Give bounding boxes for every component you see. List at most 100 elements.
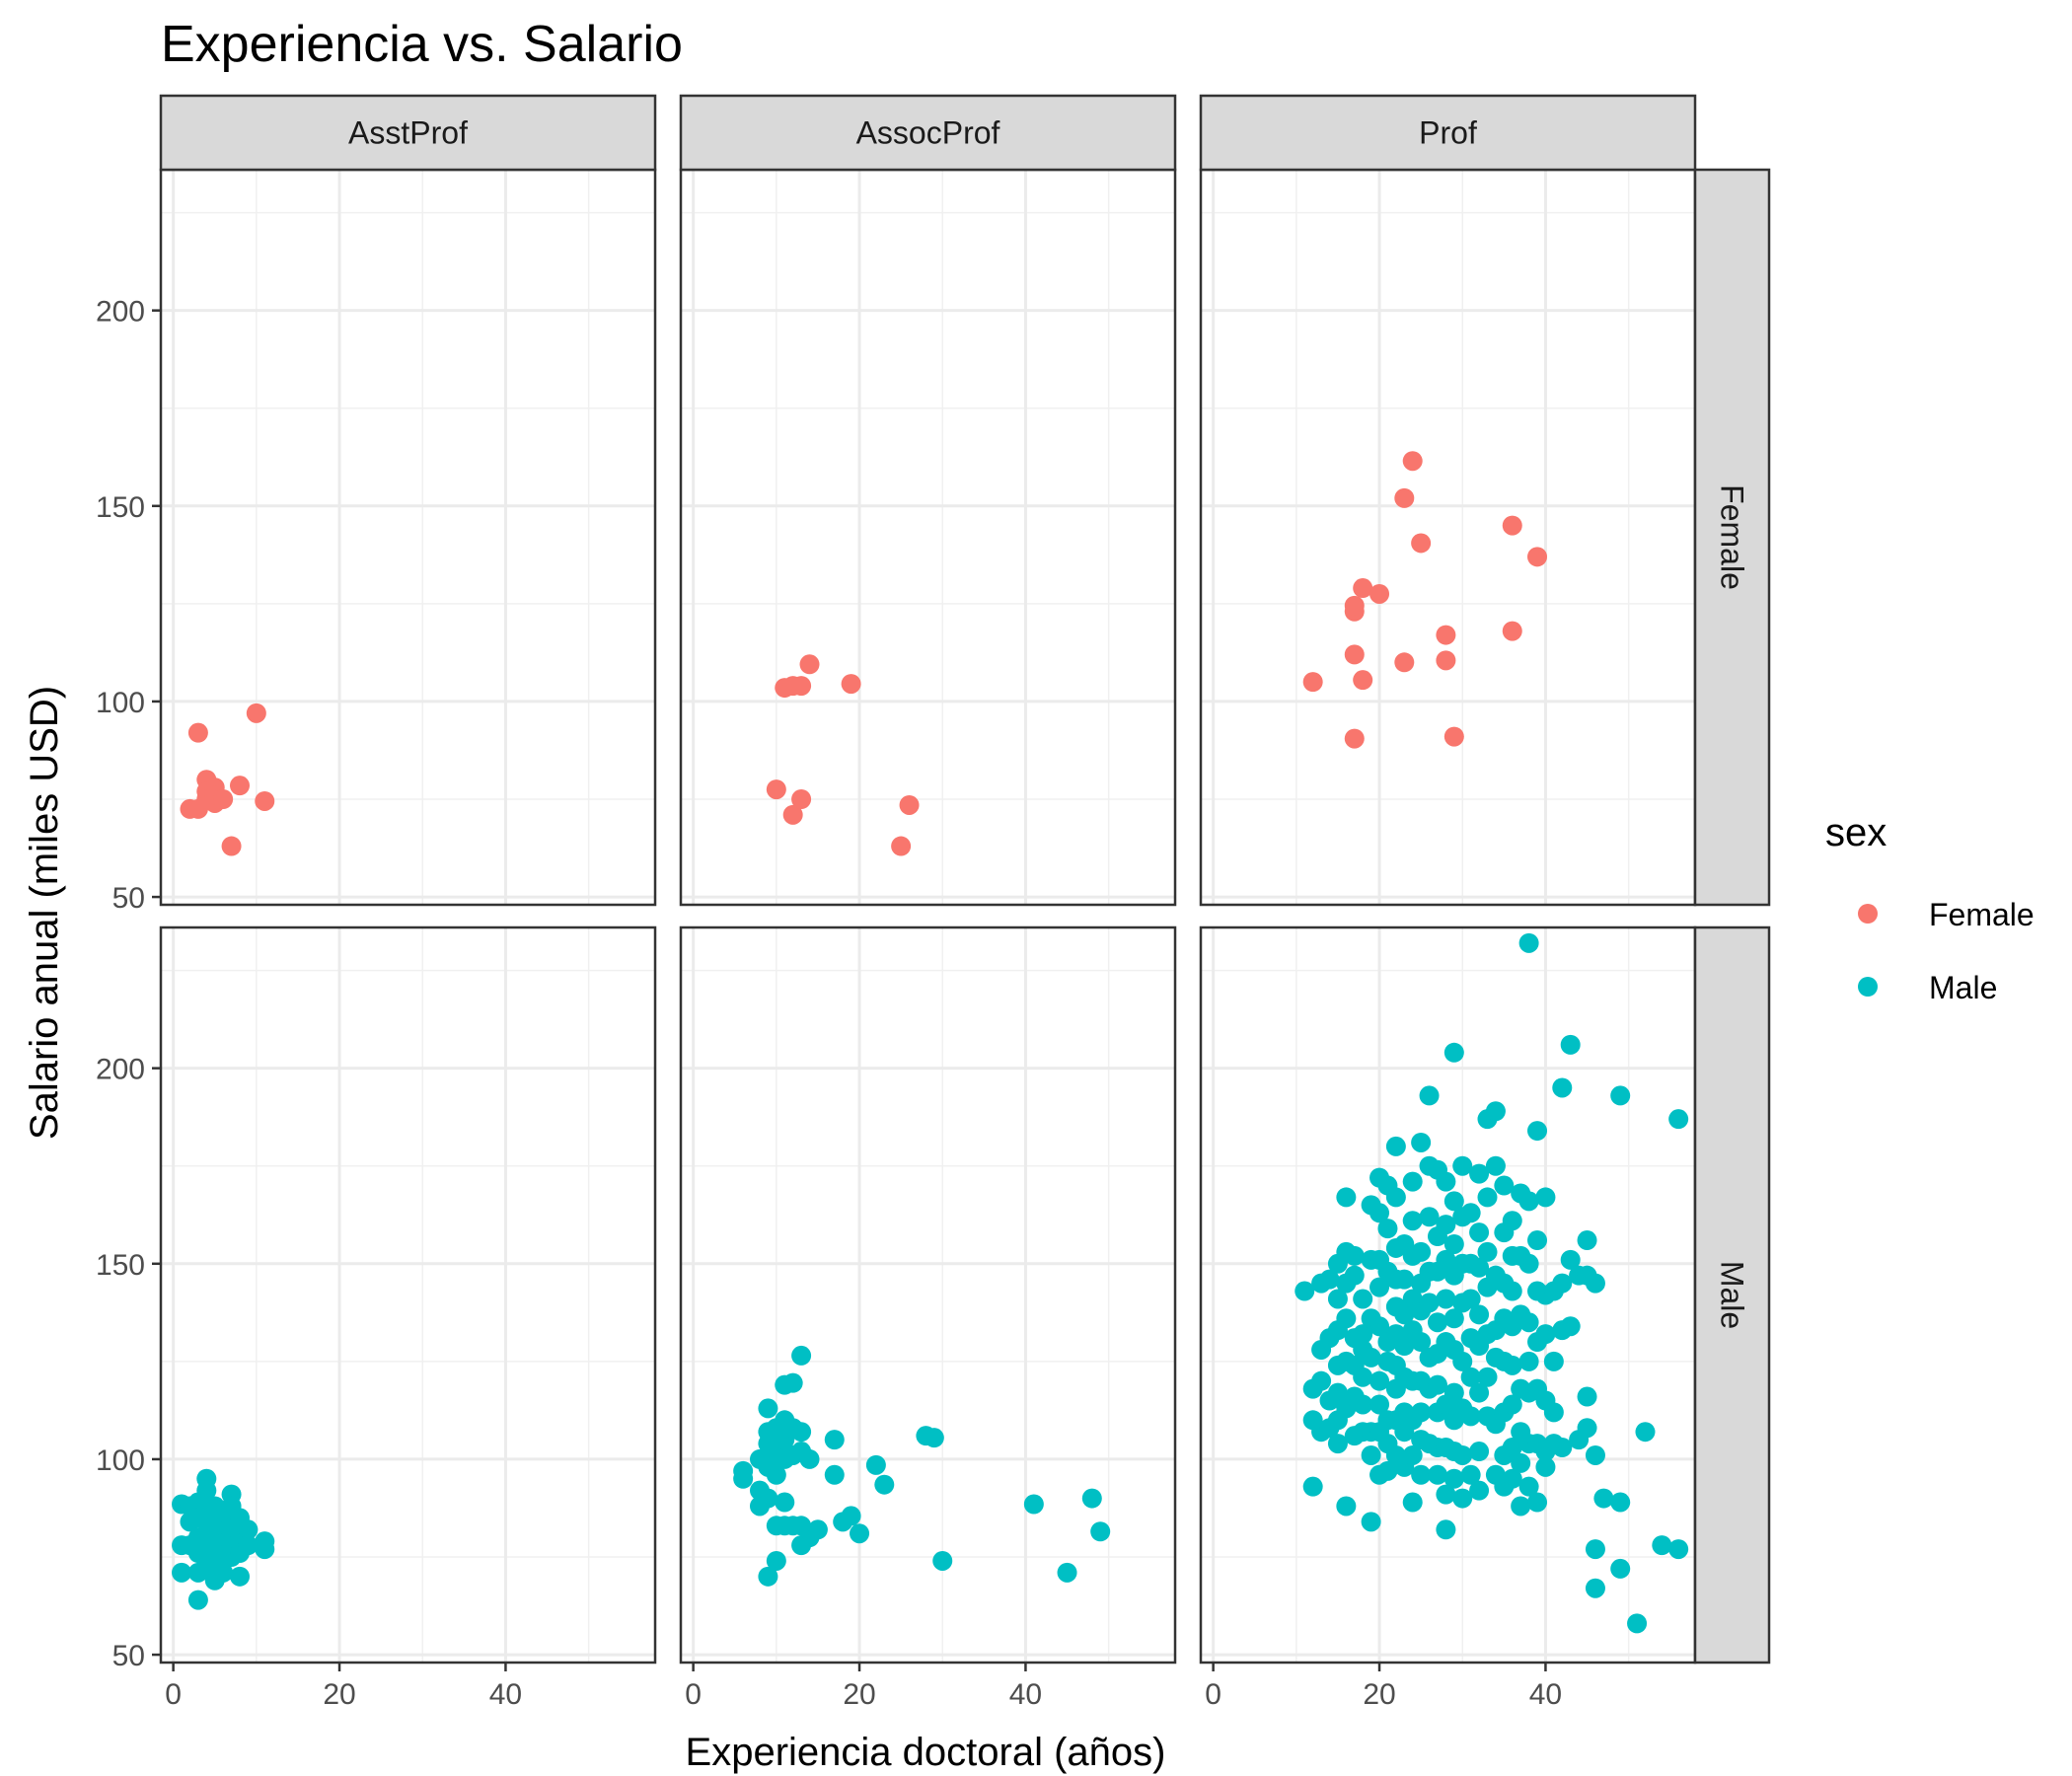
data-point <box>1452 1155 1473 1176</box>
data-point <box>1502 1438 1522 1458</box>
data-point <box>1552 1273 1573 1294</box>
points-asstprof-female <box>180 703 275 856</box>
data-point <box>1411 1402 1432 1423</box>
data-point <box>238 1519 259 1540</box>
data-point <box>1336 1187 1357 1208</box>
data-point <box>758 1566 778 1587</box>
data-point <box>1353 1394 1373 1415</box>
data-point <box>213 789 234 810</box>
data-point <box>1436 1215 1456 1235</box>
data-point <box>1344 595 1365 616</box>
data-point <box>238 1535 259 1556</box>
data-point <box>1319 1269 1340 1290</box>
data-point <box>1436 1171 1456 1192</box>
strip-asstprof <box>159 94 657 172</box>
data-point <box>1443 1468 1464 1489</box>
data-point <box>1543 1351 1564 1371</box>
legend-swatch-female <box>1858 904 1878 924</box>
data-point <box>1369 1277 1390 1297</box>
data-point <box>766 1464 786 1485</box>
y-tick-label: 50 <box>112 882 145 915</box>
data-point <box>1394 1336 1415 1357</box>
data-point <box>1543 1402 1564 1423</box>
data-point <box>1436 650 1456 671</box>
panel-assocprof-female <box>681 170 1175 905</box>
data-point <box>255 1539 275 1560</box>
data-point <box>1302 1476 1323 1497</box>
panel-assocprof-male <box>681 927 1175 1663</box>
data-point <box>1436 1289 1456 1309</box>
data-point <box>1436 1484 1456 1505</box>
data-point <box>1668 1539 1689 1560</box>
data-point <box>791 1345 812 1366</box>
data-point <box>1402 1444 1423 1465</box>
data-point <box>1460 1289 1481 1309</box>
data-point <box>1057 1562 1077 1583</box>
panel-asstprof-female <box>161 170 655 905</box>
data-point <box>791 676 812 697</box>
data-point <box>932 1550 953 1571</box>
data-point <box>196 1480 217 1501</box>
data-point <box>733 1468 754 1489</box>
data-point <box>1527 547 1548 567</box>
x-tick-label: 40 <box>489 1678 522 1711</box>
strip-label-prof: Prof <box>1419 115 1477 151</box>
data-point <box>1610 1558 1631 1579</box>
data-point <box>1402 1211 1423 1231</box>
data-point <box>1353 1324 1373 1345</box>
panel-border <box>159 925 657 1665</box>
data-point <box>1535 1187 1556 1208</box>
data-point <box>1353 670 1373 691</box>
data-point <box>1552 1438 1573 1458</box>
strip-male <box>1693 925 1771 1665</box>
y-tick-label: 100 <box>96 687 145 719</box>
data-point <box>1502 1211 1522 1231</box>
data-point <box>1511 1496 1531 1517</box>
data-point <box>1385 1136 1406 1156</box>
data-point <box>1527 1230 1548 1251</box>
data-point <box>1411 1464 1432 1485</box>
x-tick-label: 0 <box>165 1678 182 1711</box>
x-axis-title: Experiencia doctoral (años) <box>686 1731 1166 1774</box>
data-point <box>1502 1394 1522 1415</box>
data-point <box>1411 1132 1432 1152</box>
data-point <box>1635 1422 1656 1443</box>
data-point <box>1402 1492 1423 1513</box>
data-point <box>1369 583 1390 604</box>
data-point <box>766 1550 786 1571</box>
data-point <box>899 794 920 815</box>
data-point <box>187 1590 208 1610</box>
points-assocprof-female <box>766 654 920 856</box>
data-point <box>850 1523 870 1544</box>
legend-swatch-male <box>1858 977 1878 997</box>
data-point <box>782 1372 803 1393</box>
data-point <box>1502 1281 1522 1301</box>
data-point <box>1443 1191 1464 1212</box>
data-point <box>782 804 803 825</box>
data-point <box>229 776 250 796</box>
data-point <box>1327 1434 1348 1454</box>
data-point <box>1535 1456 1556 1477</box>
data-point <box>791 1422 812 1443</box>
data-point <box>1460 1203 1481 1223</box>
data-point <box>799 1448 820 1469</box>
data-point <box>1518 1253 1539 1274</box>
data-point <box>1518 1351 1539 1371</box>
data-point <box>1577 1418 1597 1439</box>
data-point <box>758 1398 778 1419</box>
panel-background <box>161 170 655 905</box>
data-point <box>1577 1230 1597 1251</box>
x-tick-label: 20 <box>843 1678 875 1711</box>
legend-title: sex <box>1825 811 1887 854</box>
data-point <box>1394 1304 1415 1325</box>
data-point <box>1427 1312 1447 1333</box>
data-point <box>1344 644 1365 665</box>
data-point <box>1353 1289 1373 1309</box>
points-asstprof-male <box>172 1468 275 1610</box>
data-point <box>775 1492 795 1513</box>
data-point <box>172 1562 192 1583</box>
data-point <box>1460 1464 1481 1485</box>
points-assocprof-male <box>733 1345 1111 1587</box>
data-point <box>1353 578 1373 599</box>
data-point <box>1427 1464 1447 1485</box>
